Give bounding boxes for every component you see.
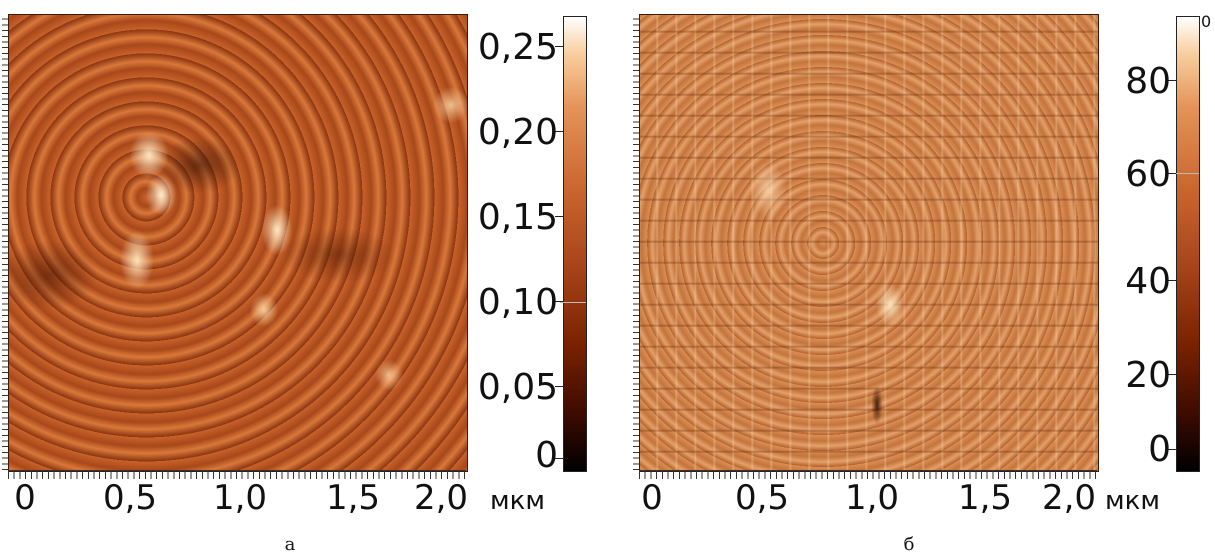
colorbar-label: 0,15 (477, 197, 558, 238)
colorbar-label: 40 (1125, 261, 1171, 302)
panel-caption: а (284, 534, 296, 555)
colorbar-tick (555, 458, 563, 459)
x-tick-label: 1,0 (844, 478, 900, 518)
colorbar-marker (1173, 173, 1199, 174)
colorbar-tick (1168, 449, 1176, 450)
afm-topography-image (8, 14, 468, 472)
x-tick-label: 0,5 (102, 478, 158, 518)
colorbar-tick (1168, 80, 1176, 81)
colorbar-tick (555, 301, 563, 302)
colorbar-label: 80 (1125, 61, 1171, 102)
colorbar-tick (1168, 280, 1176, 281)
colorbar-label: 0,20 (477, 112, 558, 153)
x-tick-label: 2,0 (1041, 478, 1097, 518)
x-tick-label: 1,5 (325, 478, 381, 518)
colorbar (563, 16, 587, 472)
x-tick-label: 1,5 (957, 478, 1013, 518)
colorbar-label: 0,05 (477, 367, 558, 408)
x-axis (8, 470, 466, 479)
colorbar-corner-label: 0 (1201, 12, 1212, 31)
afm-phase-image (639, 14, 1099, 472)
y-axis-ticks (2, 14, 8, 470)
panel-caption: б (903, 534, 915, 555)
colorbar-tick (555, 216, 563, 217)
afm-panel-a: 0 0,5 1,0 1,5 2,0 мкм 0,25 0,20 0,15 0,1… (0, 0, 607, 560)
colorbar-tick (555, 131, 563, 132)
colorbar-tick (1168, 173, 1176, 174)
colorbar-tick (555, 386, 563, 387)
colorbar-label: 0,25 (477, 27, 558, 68)
colorbar (1176, 16, 1200, 472)
y-axis-ticks (633, 14, 639, 470)
colorbar-tick (1168, 374, 1176, 375)
x-tick-label: 1,0 (212, 478, 268, 518)
colorbar-label: 0 (1148, 429, 1171, 470)
x-tick-label: 2,0 (413, 478, 469, 518)
x-tick-label: 0,5 (734, 478, 790, 518)
colorbar-label: 60 (1125, 154, 1171, 195)
colorbar-label: 0 (535, 435, 558, 476)
x-axis (639, 470, 1097, 479)
x-axis-unit: мкм (1105, 486, 1160, 516)
colorbar-tick (555, 46, 563, 47)
colorbar-label: 20 (1125, 355, 1171, 396)
afm-panel-b: 0 0,5 1,0 1,5 2,0 мкм 80 60 40 20 0 0 б (607, 0, 1214, 560)
colorbar-marker (560, 302, 586, 303)
x-axis-unit: мкм (490, 486, 545, 516)
x-tick-label: 0 (14, 478, 36, 518)
colorbar-label: 0,10 (477, 282, 558, 323)
x-tick-label: 0 (641, 478, 663, 518)
